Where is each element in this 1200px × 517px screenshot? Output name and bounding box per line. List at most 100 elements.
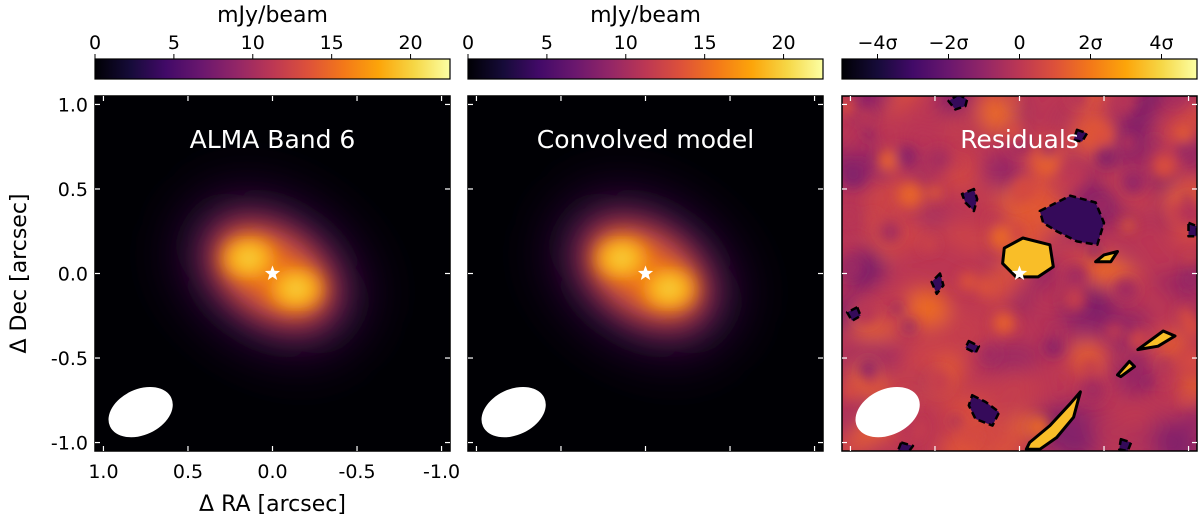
noise-blob	[1182, 395, 1191, 404]
noise-blob	[843, 384, 858, 398]
colorbar-tick-label: −4σ	[857, 32, 897, 54]
noise-blob	[903, 288, 950, 328]
noise-blob	[996, 422, 1013, 446]
y-axis-label: Δ Dec [arcsec]	[7, 193, 32, 353]
x-tick-label: 1.0	[88, 461, 118, 483]
panel-3: −4σ −2σ 0 2σ 4σ Residuals	[841, 32, 1198, 452]
noise-blob	[1007, 96, 1019, 105]
x-tick-label: 0.5	[173, 461, 203, 483]
emission-peak-core	[656, 278, 683, 299]
positive-region	[1002, 238, 1054, 277]
y-tick-label: -1.0	[51, 433, 88, 455]
noise-blob	[959, 272, 978, 291]
contour-positive	[1136, 329, 1177, 352]
colorbar-gradient	[94, 58, 451, 80]
axis-ticks	[842, 96, 1197, 451]
colorbar: −4σ −2σ 0 2σ 4σ	[841, 32, 1198, 80]
noise-blob	[1122, 219, 1134, 231]
noise-blob	[1105, 112, 1159, 161]
noise-blob	[897, 182, 923, 208]
noise-blob	[1165, 96, 1182, 105]
noise-blob	[879, 220, 902, 244]
panel-2: 0 5 10 15 20 mJy/beam Convolved model	[462, 3, 824, 452]
noise-blob	[1059, 162, 1086, 189]
noise-blob	[1151, 153, 1177, 179]
noise-blob	[1061, 286, 1087, 312]
noise-blob	[1091, 121, 1101, 131]
noise-blob	[1127, 96, 1175, 121]
noise-blob	[842, 255, 863, 279]
noise-blob	[843, 211, 855, 222]
colorbar-tick-label: 10	[241, 32, 265, 54]
noise-blob	[1084, 380, 1095, 391]
negative-region	[1188, 222, 1197, 237]
beam-ellipse	[855, 386, 920, 438]
noise-blob	[902, 319, 916, 333]
noise-blob	[981, 346, 998, 362]
noise-blob	[927, 370, 951, 394]
noise-blob	[954, 158, 965, 169]
noise-blob	[1182, 272, 1197, 288]
star-marker	[637, 265, 654, 280]
noise-blob	[1088, 244, 1102, 258]
colorbar-tick-label: 5	[541, 32, 553, 54]
colorbar-tick-label: 5	[168, 32, 180, 54]
colorbar-tick-label: 20	[771, 32, 795, 54]
beam-ellipse	[108, 386, 173, 438]
noise-blob	[922, 237, 937, 252]
negative-region	[948, 96, 968, 110]
noise-blob	[1187, 132, 1197, 174]
noise-blob	[1159, 358, 1171, 369]
noise-blob	[981, 370, 1041, 417]
noise-blob	[1079, 377, 1106, 404]
noise-blob	[1175, 124, 1193, 142]
contour-negative	[930, 272, 945, 296]
negative-region	[1039, 195, 1104, 245]
contour-negative	[967, 393, 1001, 427]
noise-blob	[1120, 135, 1136, 150]
noise-blob	[1113, 277, 1138, 302]
noise-blob	[892, 303, 903, 314]
contour-positive	[1024, 390, 1082, 451]
contour-positive	[1116, 359, 1136, 379]
contour-negative	[960, 187, 979, 213]
noise-blob	[1005, 124, 1023, 142]
star-marker	[264, 265, 281, 280]
noise-blob	[1069, 96, 1087, 106]
contour-negative	[1187, 221, 1197, 238]
noise-blob	[861, 174, 908, 221]
noise-blob	[927, 148, 951, 172]
noise-blob	[928, 185, 942, 199]
noise-blob	[1008, 226, 1024, 242]
noise-blob	[938, 435, 986, 451]
noise-blob	[1036, 153, 1058, 175]
y-tick-label: -0.5	[51, 348, 88, 370]
noise-blob	[1182, 317, 1197, 337]
contour-positive	[1001, 236, 1055, 279]
noise-blob	[1044, 338, 1063, 357]
positive-region	[1137, 331, 1175, 350]
contour-negative	[845, 306, 862, 323]
noise-blob	[1159, 375, 1169, 385]
noise-blob	[1176, 142, 1196, 161]
y-tick-label: 0.0	[58, 264, 88, 286]
noise-blob	[938, 220, 993, 254]
y-tick-label: 1.0	[58, 94, 88, 116]
noise-blob	[863, 129, 875, 141]
noise-blob	[858, 109, 873, 125]
colorbar: 0 5 10 15 20 mJy/beam	[462, 3, 824, 80]
noise-blob	[1023, 307, 1075, 346]
noise-blob	[1011, 177, 1036, 202]
negative-region	[965, 341, 979, 353]
noise-blob	[1152, 422, 1197, 451]
colorbar-tick-label: 20	[398, 32, 422, 54]
noise-blob	[1120, 169, 1146, 195]
noise-blob	[842, 98, 855, 115]
negative-region	[968, 395, 1000, 426]
emission-peak-core	[283, 278, 310, 299]
noise-blob	[962, 428, 977, 444]
noise-blob	[895, 145, 918, 168]
noise-blob	[903, 335, 941, 379]
panel-label: ALMA Band 6	[190, 125, 356, 154]
